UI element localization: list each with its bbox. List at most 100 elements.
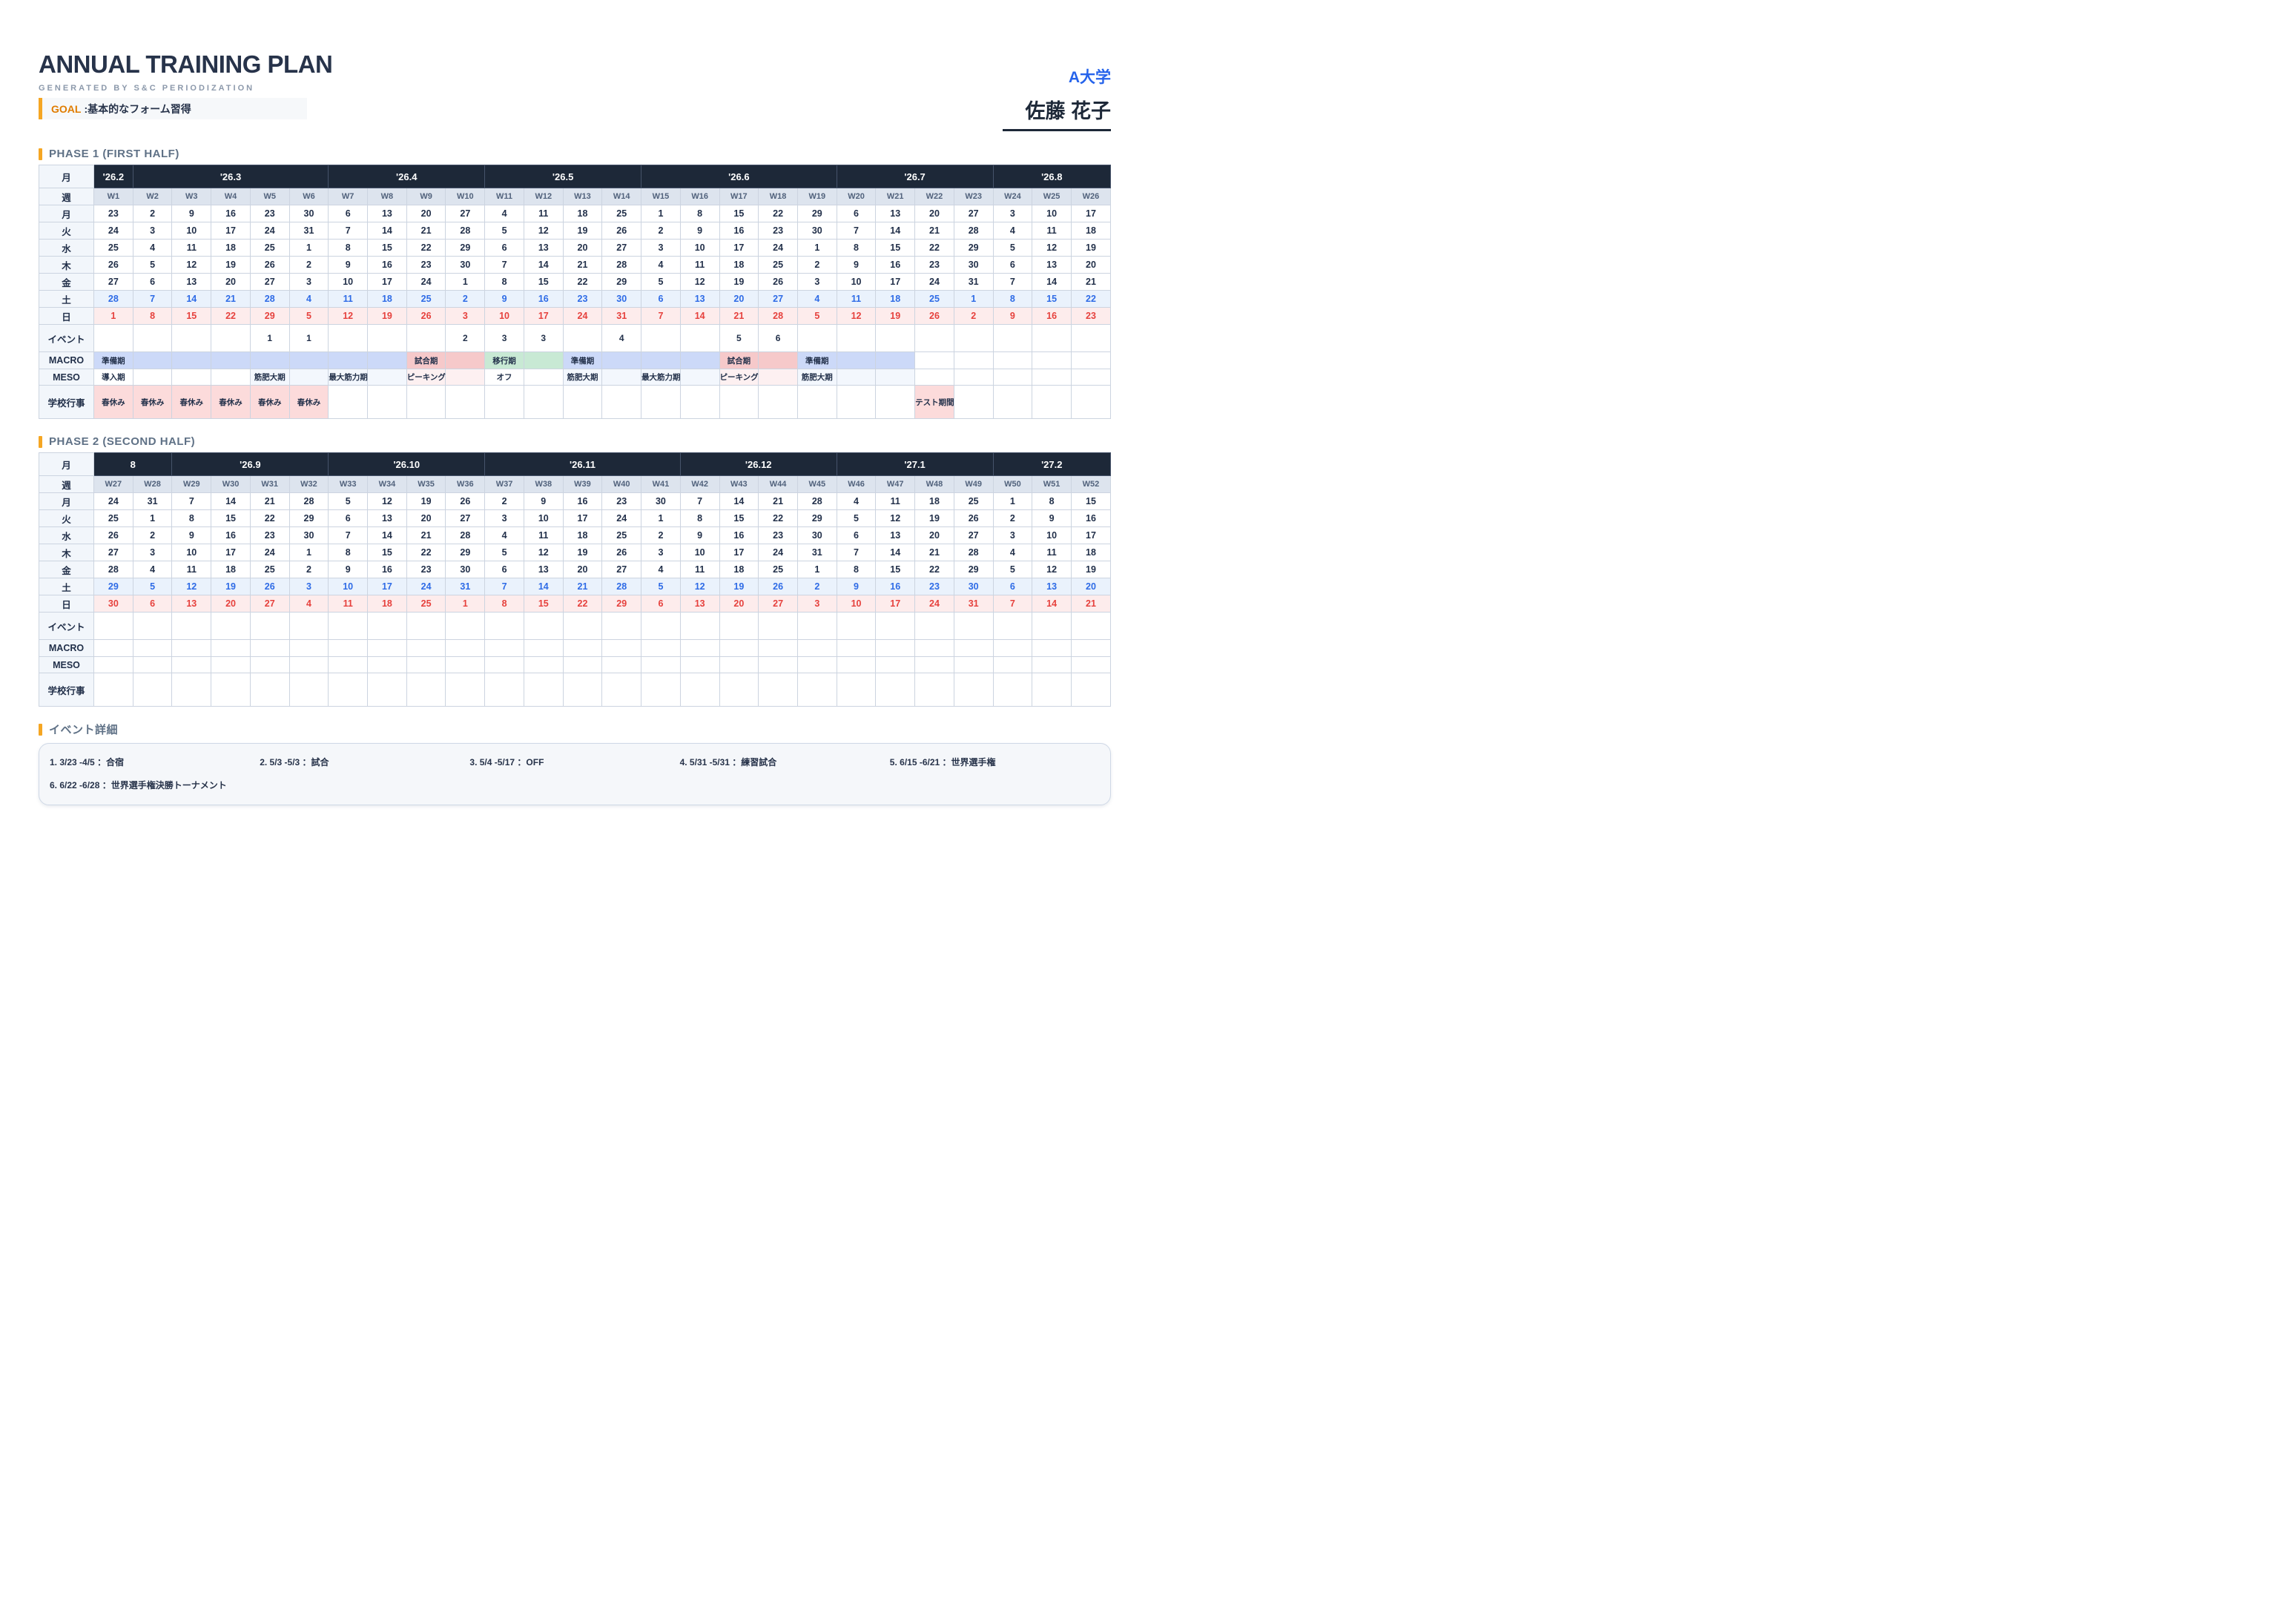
row-label: 月: [39, 165, 94, 188]
meso-cell: ピーキング: [406, 369, 446, 386]
date-cell: 8: [328, 239, 369, 257]
macro-cell: [367, 351, 407, 369]
date-cell: 15: [875, 239, 916, 257]
date-cell: 29: [288, 509, 329, 527]
date-cell: 6: [641, 290, 681, 308]
date-cell: 9: [836, 578, 877, 595]
school-event-cell: [523, 673, 564, 707]
date-cell: 3: [288, 273, 329, 291]
school-event-cell: [914, 673, 954, 707]
week-header-cell: W19: [796, 188, 837, 205]
date-cell: 4: [132, 239, 173, 257]
macro-cell: [641, 639, 681, 657]
date-cell: 3: [641, 544, 681, 561]
date-cell: 15: [875, 561, 916, 578]
date-cell: 5: [484, 222, 524, 240]
meso-cell: [1032, 656, 1072, 673]
date-cell: 26: [93, 256, 133, 274]
date-cell: 22: [211, 307, 251, 325]
macro-cell: [171, 639, 212, 657]
date-cell: 26: [601, 544, 642, 561]
date-cell: 2: [132, 526, 173, 544]
school-event-cell: [758, 385, 798, 419]
date-cell: 26: [601, 222, 642, 240]
school-event-cell: [953, 385, 994, 419]
macro-row: MACRO: [39, 639, 1112, 657]
row-label: 土: [39, 290, 94, 308]
date-cell: 11: [328, 595, 369, 613]
meso-cell: [641, 656, 681, 673]
date-cell: 24: [249, 222, 290, 240]
school-event-cell: [406, 673, 446, 707]
date-cell: 12: [367, 492, 407, 510]
date-cell: 4: [796, 290, 837, 308]
phase2-section: PHASE 2 (SECOND HALF) 月 8'26.9'26.10'26.1…: [39, 435, 1112, 707]
event-number-cell: 2: [445, 324, 486, 352]
date-cell: 21: [562, 256, 603, 274]
date-cell: 2: [445, 290, 486, 308]
school-event-cell: [719, 385, 759, 419]
date-cell: 23: [914, 256, 954, 274]
date-cell: 11: [875, 492, 916, 510]
macro-cell: [796, 639, 837, 657]
date-cell: 25: [601, 526, 642, 544]
date-cell: 14: [523, 256, 564, 274]
event-number-cell: [1070, 324, 1112, 352]
row-label: 火: [39, 222, 94, 240]
meso-cell: [211, 656, 251, 673]
week-header-cell: W10: [445, 188, 486, 205]
date-cell: 21: [406, 222, 446, 240]
date-cell: 31: [445, 578, 486, 595]
date-cell: 9: [523, 492, 564, 510]
date-cell: 15: [171, 307, 212, 325]
date-cell: 24: [406, 578, 446, 595]
week-header-cell: W4: [211, 188, 251, 205]
meso-cell: 筋肥大期: [249, 369, 290, 386]
meso-cell: 筋肥大期: [796, 369, 837, 386]
macro-cell: [1032, 351, 1072, 369]
macro-cell: [367, 639, 407, 657]
goal-box: GOAL :基本的なフォーム習得: [39, 98, 307, 119]
event-details-header: イベント詳細: [39, 722, 1111, 737]
day-row: 土 28 7 14 21 28 4 11 18 25 2 9 16 23 30 6 13 20 27 4 11 18 25 1…: [39, 290, 1112, 308]
date-cell: 21: [1070, 273, 1112, 291]
week-header-cell: W39: [562, 475, 603, 493]
meso-cell: [836, 656, 877, 673]
date-cell: 10: [1032, 526, 1072, 544]
macro-cell: [211, 351, 251, 369]
row-label: 日: [39, 595, 94, 613]
school-event-cell: [601, 673, 642, 707]
event-number-cell: [641, 612, 681, 640]
meso-cell: [953, 656, 994, 673]
day-row: 土 29 5 12 19 26 3 10 17 24 31 7 14 21 28 5 12 19 26 2 9 16 23 3…: [39, 578, 1112, 595]
school-event-cell: 春休み: [93, 385, 133, 419]
event-number-cell: [836, 324, 877, 352]
school-event-cell: [679, 673, 720, 707]
date-cell: 14: [1032, 273, 1072, 291]
school-event-cell: 春休み: [288, 385, 329, 419]
date-cell: 21: [1070, 595, 1112, 613]
date-cell: 7: [836, 544, 877, 561]
school-event-cell: [523, 385, 564, 419]
week-header-cell: W18: [758, 188, 798, 205]
date-cell: 14: [367, 526, 407, 544]
date-cell: 13: [523, 239, 564, 257]
date-cell: 27: [93, 273, 133, 291]
date-cell: 10: [523, 509, 564, 527]
school-event-cell: [132, 673, 173, 707]
school-event-cell: [836, 673, 877, 707]
meso-cell: [914, 369, 954, 386]
date-cell: 3: [288, 578, 329, 595]
meso-cell: [171, 369, 212, 386]
date-cell: 29: [953, 561, 994, 578]
date-cell: 22: [1070, 290, 1112, 308]
date-cell: 27: [93, 544, 133, 561]
macro-cell: [445, 639, 486, 657]
date-cell: 17: [719, 239, 759, 257]
school-event-cell: [641, 673, 681, 707]
date-cell: 10: [679, 239, 720, 257]
row-label: 学校行事: [39, 673, 94, 707]
day-row: 月 24 31 7 14 21 28 5 12 19 26 2 9 16 23 30 7 14 21 28 4 11 18 2…: [39, 492, 1112, 510]
date-cell: 10: [836, 273, 877, 291]
meso-cell: [875, 369, 916, 386]
